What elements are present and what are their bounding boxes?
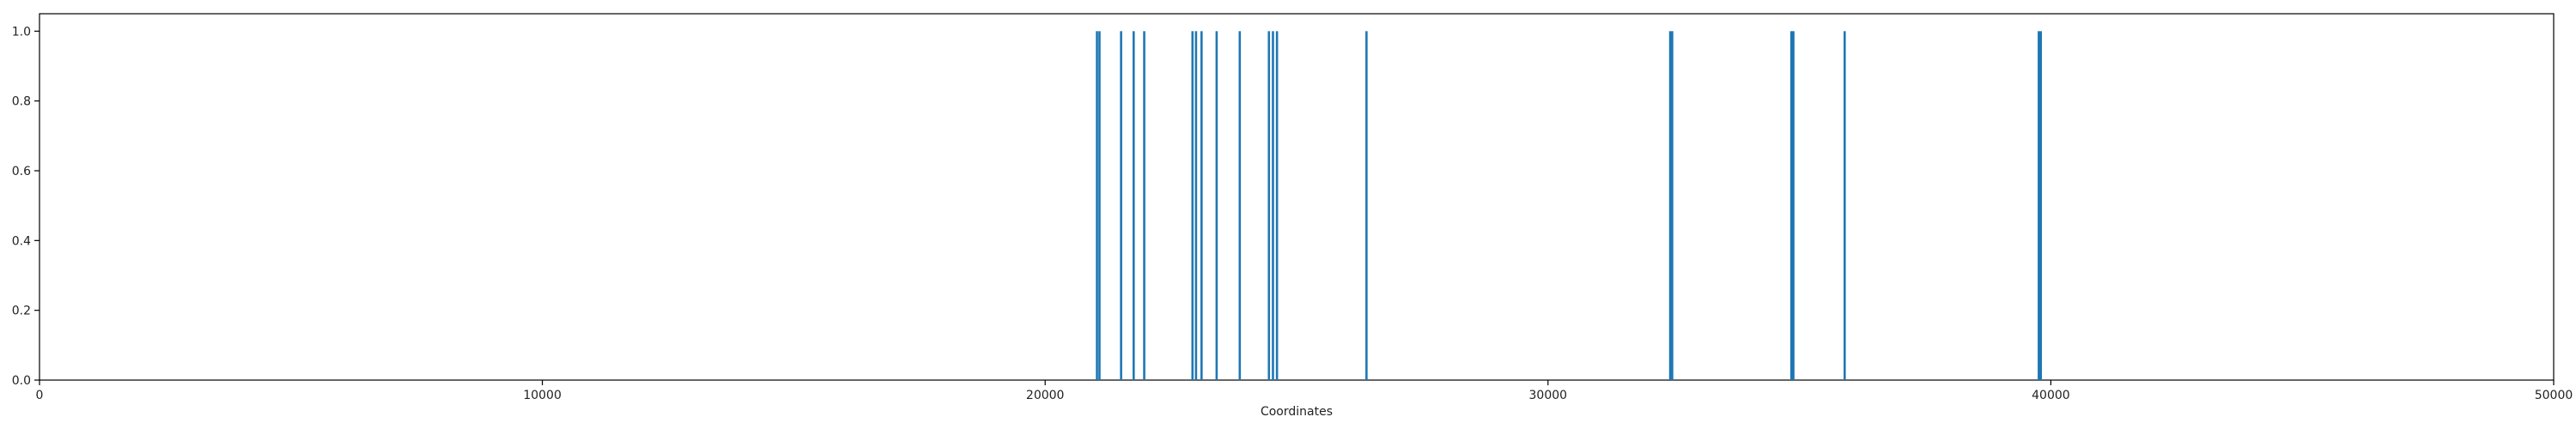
y-tick-label: 0.6: [12, 165, 31, 178]
x-tick-label: 40000: [2032, 389, 2070, 402]
bar: [1671, 31, 1674, 380]
x-tick-label: 10000: [523, 389, 562, 402]
bar: [1275, 31, 1279, 380]
bar: [1272, 31, 1274, 380]
x-tick-label: 30000: [1529, 389, 1568, 402]
bar: [1143, 31, 1145, 380]
x-axis: 0 10000 20000 30000 40000 50000: [36, 380, 2573, 402]
bars: [1096, 31, 2042, 380]
bar: [1267, 31, 1271, 380]
y-tick-label: 0.8: [12, 95, 31, 109]
bar: [1096, 31, 1098, 380]
bar: [1194, 31, 1198, 380]
bar: [1844, 31, 1846, 380]
x-tick-label: 20000: [1026, 389, 1065, 402]
bar: [1792, 31, 1795, 380]
bar: [1132, 31, 1135, 380]
bar: [1215, 31, 1218, 380]
x-tick-label: 0: [36, 389, 44, 402]
bar: [2039, 31, 2042, 380]
bar: [1789, 31, 1793, 380]
x-axis-label: Coordinates: [1261, 405, 1333, 419]
y-tick-label: 0.4: [12, 234, 31, 248]
bar: [1191, 31, 1194, 380]
bar: [1200, 31, 1203, 380]
bar: [1098, 31, 1101, 380]
y-tick-label: 0.2: [12, 305, 31, 318]
y-tick-label: 0.0: [12, 374, 31, 388]
y-tick-label: 1.0: [12, 25, 31, 39]
plot-frame: [39, 13, 2555, 381]
x-tick-label: 50000: [2535, 389, 2573, 402]
bar: [1238, 31, 1242, 380]
bar: [1668, 31, 1672, 380]
bar: [1120, 31, 1122, 380]
bar: [2038, 31, 2040, 380]
y-axis: 0.0 0.2 0.4 0.6 0.8 1.0: [12, 25, 39, 388]
plot-area: [39, 13, 2555, 381]
bar: [1365, 31, 1368, 380]
